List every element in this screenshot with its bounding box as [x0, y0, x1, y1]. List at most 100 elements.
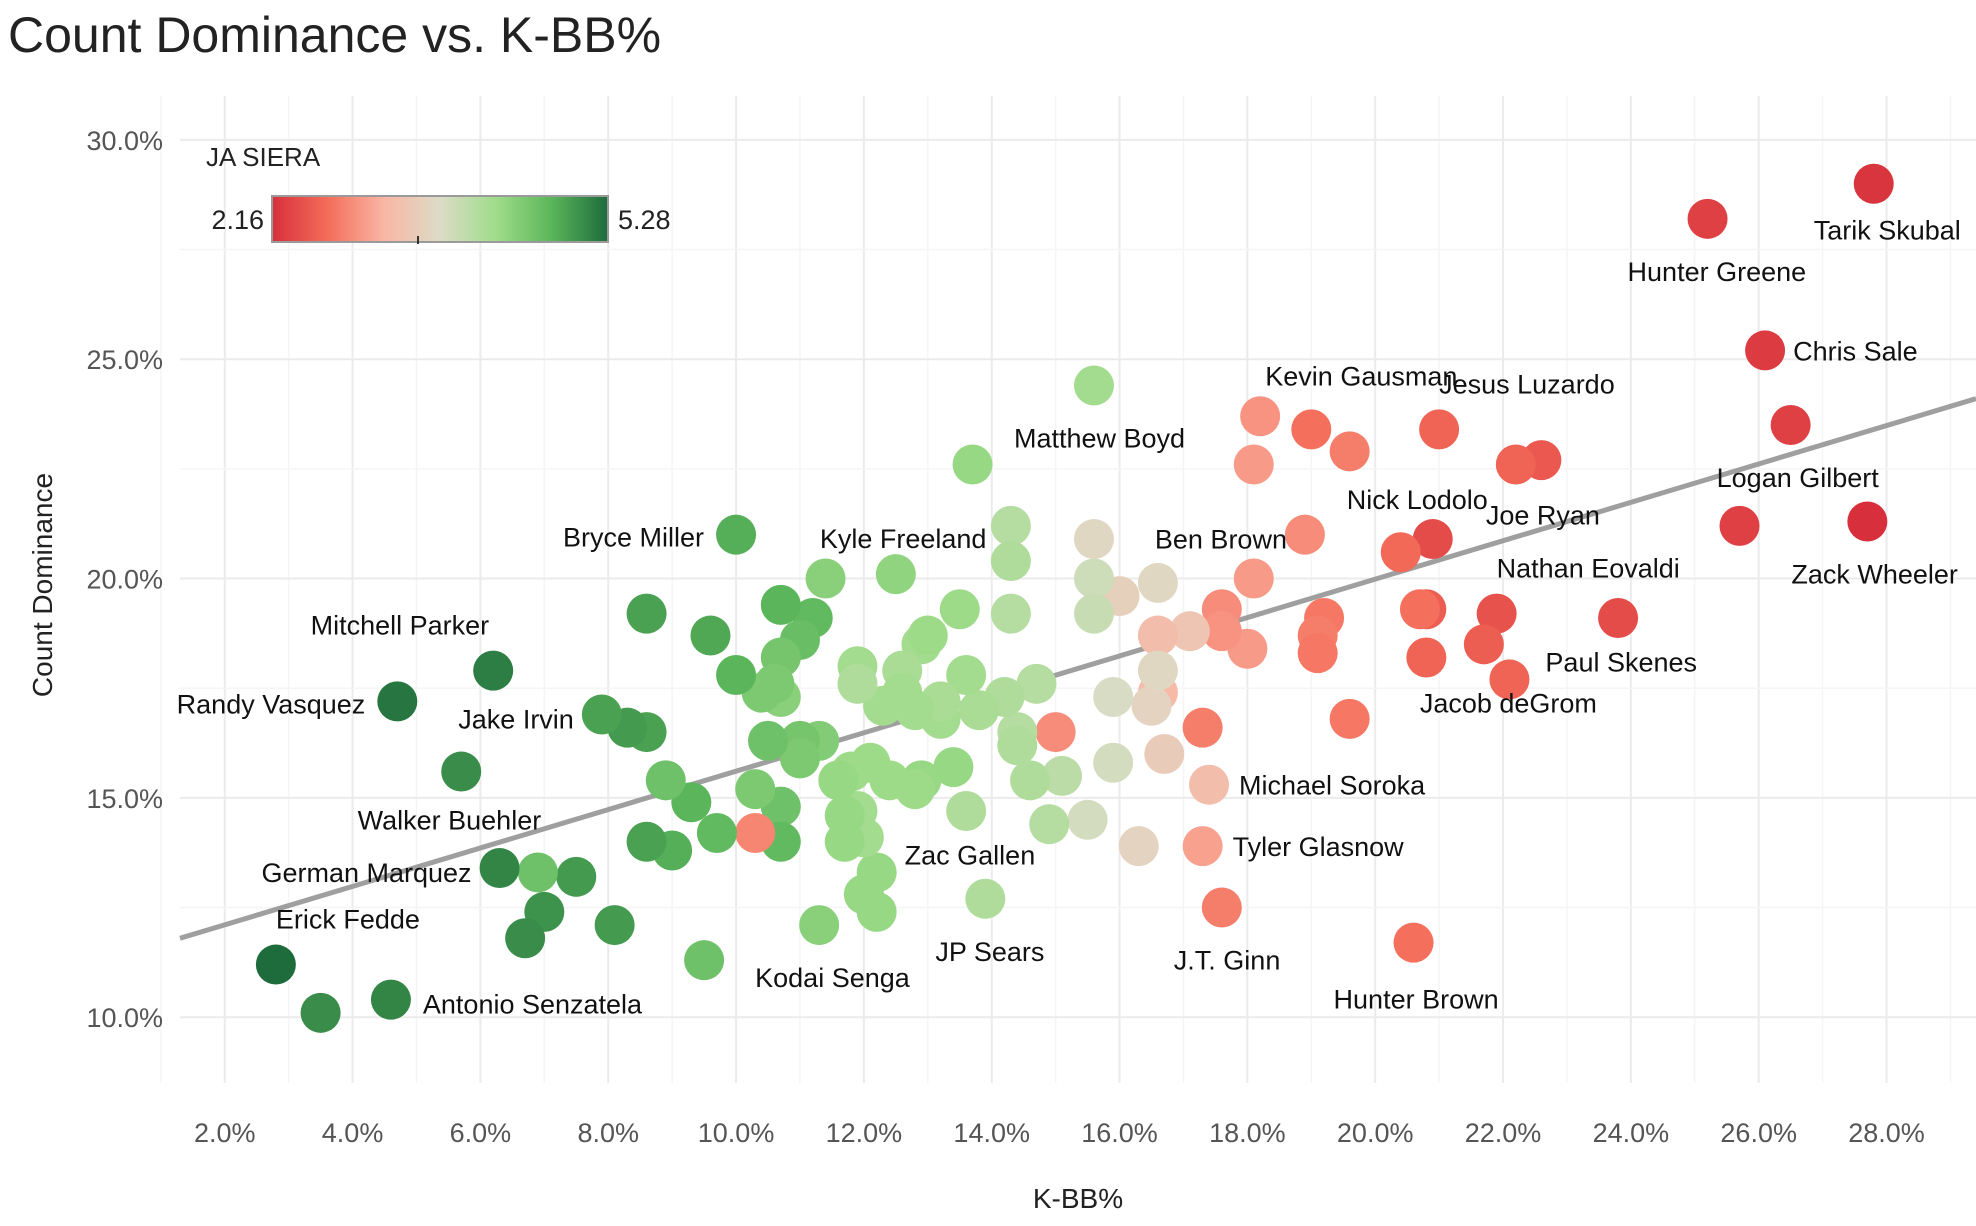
data-point: [990, 540, 1031, 581]
data-point: [1035, 712, 1076, 753]
point-label: Tarik Skubal: [1814, 216, 1961, 246]
data-point: [990, 505, 1031, 546]
point-label: Zac Gallen: [905, 840, 1036, 870]
data-point: [1182, 826, 1223, 867]
point-label: Antonio Senzatela: [423, 990, 643, 1020]
x-tick-label: 26.0%: [1720, 1118, 1797, 1148]
data-point: [581, 694, 622, 735]
x-tick-label: 28.0%: [1848, 1118, 1925, 1148]
data-point: [716, 655, 757, 696]
data-point: [1137, 650, 1178, 691]
point-label: Zack Wheeler: [1791, 560, 1958, 590]
data-point: [1131, 685, 1172, 726]
data-point: [1687, 198, 1728, 239]
data-point: [760, 584, 801, 625]
data-point: [1291, 409, 1332, 450]
data-point: [1770, 405, 1811, 445]
data-point: [1329, 431, 1370, 472]
data-point: [1144, 734, 1185, 774]
data-point: [594, 905, 635, 946]
point-label: Logan Gilbert: [1717, 463, 1880, 493]
data-point: [952, 444, 993, 485]
data-point: [556, 856, 597, 897]
data-point: [1016, 663, 1057, 704]
data-point: [965, 878, 1006, 919]
legend-max-label: 5.28: [618, 205, 671, 235]
data-point: [1067, 799, 1108, 840]
point-label: Randy Vasquez: [177, 689, 366, 719]
y-tick-label: 25.0%: [86, 345, 163, 375]
data-point: [946, 791, 987, 832]
point-label: Matthew Boyd: [1014, 424, 1185, 454]
point-label: Kevin Gausman: [1265, 361, 1457, 391]
data-point: [1201, 611, 1242, 652]
data-point: [748, 720, 789, 761]
y-tick-label: 15.0%: [86, 784, 163, 814]
x-tick-label: 6.0%: [450, 1118, 512, 1148]
data-point: [1399, 589, 1440, 630]
data-point: [1406, 637, 1447, 678]
data-point: [1745, 330, 1786, 371]
trendline: [179, 396, 1976, 941]
data-point: [990, 593, 1031, 634]
legend-min-label: 2.16: [211, 205, 264, 235]
data-point: [1240, 396, 1281, 437]
point-label: Walker Buehler: [358, 806, 542, 836]
x-axis-ticks: 2.0% 4.0% 6.0% 8.0% 10.0% 12.0% 14.0% 16.0% 18.0…: [194, 1118, 1925, 1148]
point-label: J.T. Ginn: [1174, 946, 1281, 976]
data-points: [255, 163, 1894, 1033]
data-point: [958, 690, 999, 731]
point-label: Chris Sale: [1793, 336, 1918, 366]
data-point: [1847, 501, 1888, 542]
chart-title: Count Dominance vs. K-BB%: [8, 7, 661, 63]
data-point: [473, 650, 514, 691]
point-label: Erick Fedde: [276, 905, 420, 935]
data-point: [300, 992, 341, 1033]
data-point: [1137, 562, 1178, 603]
data-point: [626, 821, 667, 862]
point-label: Kodai Senga: [755, 963, 911, 993]
data-point: [1073, 593, 1114, 634]
data-point: [1489, 659, 1530, 700]
data-point: [1284, 514, 1325, 555]
data-point: [716, 514, 757, 555]
data-point: [1201, 887, 1242, 928]
x-tick-label: 8.0%: [577, 1118, 639, 1148]
point-label: Hunter Greene: [1628, 257, 1807, 287]
data-point: [1233, 444, 1274, 485]
data-point: [1010, 760, 1051, 801]
point-label: Mitchell Parker: [311, 611, 490, 641]
point-label: Bryce Miller: [563, 523, 704, 553]
point-label: Jesus Luzardo: [1439, 369, 1615, 399]
x-tick-label: 12.0%: [826, 1118, 903, 1148]
y-tick-label: 20.0%: [86, 565, 163, 595]
point-label: Nathan Eovaldi: [1497, 554, 1680, 584]
data-point: [1073, 558, 1114, 599]
data-point: [1189, 764, 1230, 805]
data-point: [517, 852, 558, 893]
data-point: [946, 655, 987, 696]
point-label: Joe Ryan: [1486, 500, 1600, 530]
data-point: [1042, 755, 1083, 796]
data-point: [1073, 365, 1114, 406]
data-point: [735, 769, 776, 810]
x-tick-label: 20.0%: [1337, 1118, 1414, 1148]
x-tick-label: 2.0%: [194, 1118, 256, 1148]
data-point: [1169, 611, 1210, 652]
point-label: Michael Soroka: [1239, 771, 1426, 801]
point-label: Jake Irvin: [458, 705, 574, 735]
point-label: JP Sears: [935, 937, 1044, 967]
point-label: German Marquez: [261, 858, 471, 888]
data-point: [1073, 519, 1114, 560]
legend-color-bar: [271, 195, 609, 243]
data-point: [799, 905, 840, 946]
data-point: [933, 747, 974, 788]
data-point: [1137, 615, 1178, 656]
data-point: [818, 760, 859, 801]
point-label: Jacob deGrom: [1420, 688, 1597, 718]
data-point: [1419, 409, 1460, 450]
data-point: [441, 751, 482, 792]
x-tick-label: 22.0%: [1465, 1118, 1542, 1148]
data-point: [377, 681, 418, 722]
